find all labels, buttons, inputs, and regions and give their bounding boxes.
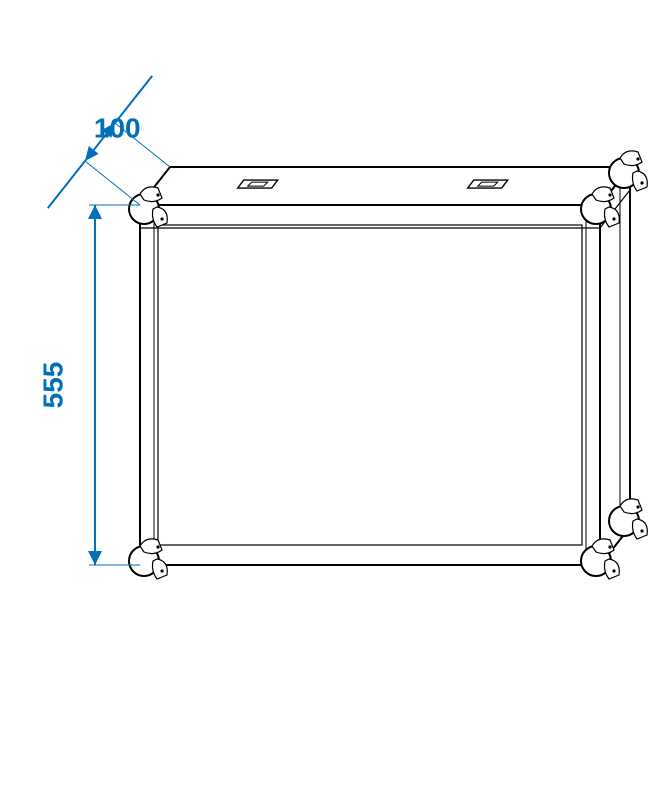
latch (468, 180, 508, 188)
case-body (140, 167, 630, 565)
dimension-height-value: 555 (37, 362, 68, 409)
dimension-depth-value: 100 (94, 113, 141, 144)
ball-corner (609, 151, 647, 191)
latch (238, 180, 278, 188)
dimension-height: 555 (37, 205, 140, 565)
